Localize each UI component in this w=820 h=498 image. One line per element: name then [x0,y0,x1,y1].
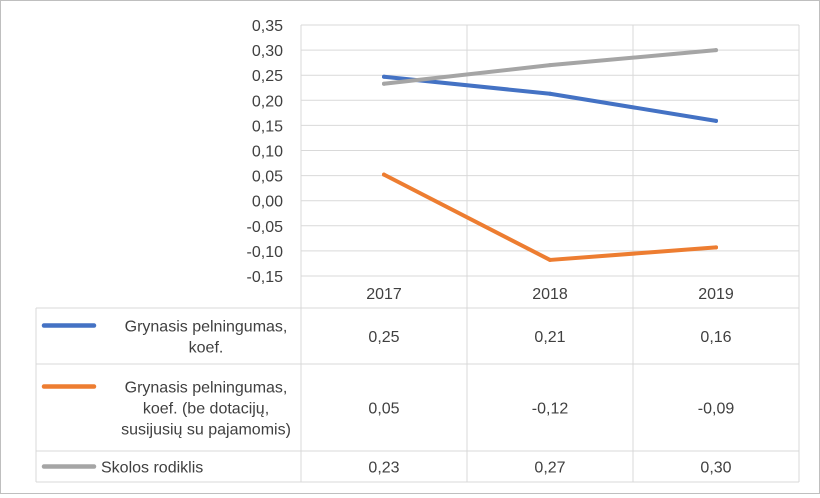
data-value-cell: 0,27 [534,460,565,477]
series-line [382,74,718,123]
y-tick-label: 0,10 [252,144,283,161]
y-tick-label: 0,00 [252,194,283,211]
data-point [714,245,718,250]
data-value-cell: 0,23 [368,460,399,477]
data-table: 2017 2018 2019 Grynasis pelningumas, koef. 0,… [35,25,800,483]
series-line [382,172,718,262]
data-point [714,118,718,123]
category-label: 2017 [366,286,402,303]
data-value-cell: 0,05 [368,401,399,418]
data-point [382,172,386,177]
y-tick-label: 0,05 [252,169,283,186]
series-lines [382,48,718,262]
data-point [382,74,386,79]
data-value-cell: 0,16 [700,329,731,346]
legend-label: koef. (be dotacijų, [143,401,269,418]
data-point [548,257,552,262]
y-tick-label: 0,30 [252,43,283,60]
y-axis-ticks: 0,35 0,30 0,25 0,20 0,15 0,10 0,05 0,00 -0,05 -0,… [247,18,284,286]
y-tick-label: -0,10 [247,244,284,261]
y-tick-label: 0,35 [252,18,283,35]
category-label: 2018 [532,286,568,303]
data-point [548,63,552,68]
data-point [714,48,718,53]
data-value-cell: -0,12 [532,401,569,418]
data-value-cell: 0,25 [368,329,399,346]
data-value-cell: -0,09 [698,401,735,418]
y-tick-label: 0,20 [252,93,283,110]
gridlines [301,24,799,277]
y-tick-label: 0,15 [252,118,283,135]
legend-label: Grynasis pelningumas, [125,319,288,336]
data-point [382,81,386,86]
legend-label: Grynasis pelningumas, [125,380,288,397]
data-value-cell: 0,30 [700,460,731,477]
data-point [548,91,552,96]
y-tick-label: 0,25 [252,68,283,85]
data-value-cell: 0,21 [534,329,565,346]
legend-label: Skolos rodiklis [101,460,203,477]
y-tick-label: -0,15 [247,269,284,286]
legend-label: susijusių su pajamomis) [121,422,291,439]
category-label: 2019 [698,286,734,303]
y-tick-label: -0,05 [247,219,284,236]
legend-label: koef. [189,340,224,357]
